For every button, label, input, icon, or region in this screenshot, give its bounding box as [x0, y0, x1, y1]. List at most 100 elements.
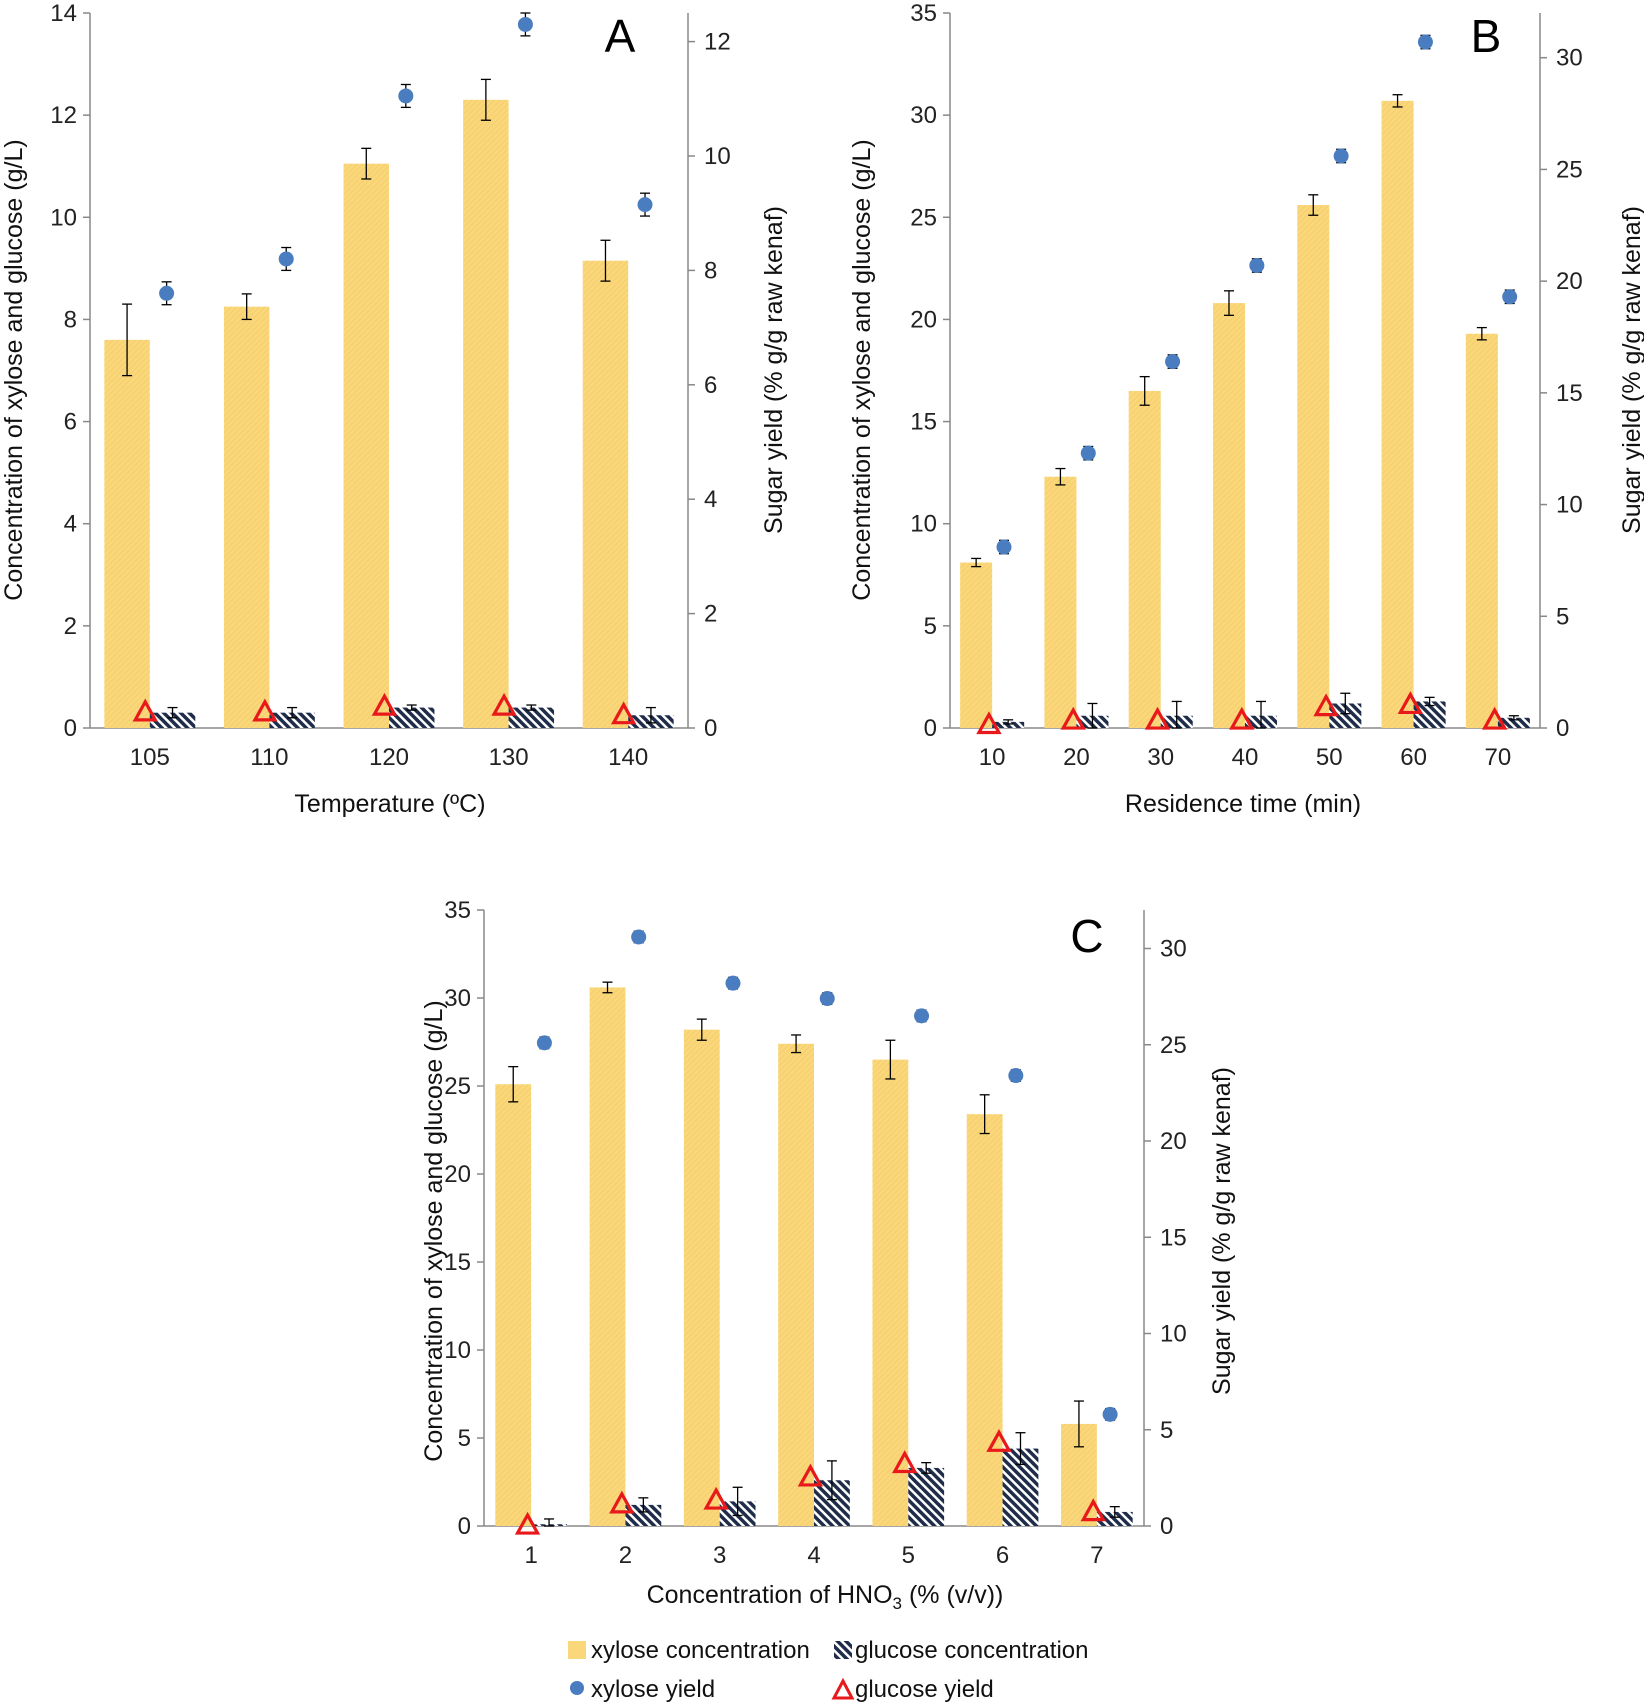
panel-b-xylose-bar [1381, 100, 1414, 729]
legend-xylose-yield-marker [570, 1681, 584, 1695]
panel-b-y-tick-label: 20 [910, 306, 937, 333]
panel-c: C Concentration of HNO3 (% (v/v)) Concen… [420, 897, 1236, 1613]
legend-xylose-concentration-swatch [568, 1641, 586, 1659]
panel-c-x-tick-label: 5 [902, 1542, 915, 1569]
panel-b-y-tick-label: 10 [910, 511, 937, 538]
panel-c-y2-tick-label: 15 [1160, 1224, 1187, 1251]
legend-xylose-yield-label: xylose yield [591, 1676, 715, 1703]
panel-c-glucose-bar-error [826, 1460, 837, 1501]
panel-c-y-tick-label: 5 [458, 1425, 471, 1452]
panel-b-glucose-yield-point [1144, 706, 1171, 730]
panel-c-xylose-bar-error [602, 981, 613, 994]
panel-a-xylose-yield-point [517, 16, 533, 32]
panel-b-xylose-bar-error [971, 557, 982, 568]
panel-b-glucose-bar-error [1171, 700, 1182, 729]
panel-c-y-tick-label: 25 [444, 1073, 471, 1100]
panel-a-xylose-yield-point [398, 88, 414, 104]
panel-c-glucose-bar [625, 1504, 662, 1526]
panel-c-glucose-yield-point [797, 1463, 824, 1487]
panel-c-glucose-yield-point [703, 1486, 729, 1510]
legend-glucose-yield-marker [831, 1677, 855, 1700]
panel-a-y-tick-label: 12 [50, 102, 77, 129]
legend-glucose-concentration-label: glucose concentration [855, 1637, 1088, 1664]
panel-a-glucose-bar-error [406, 704, 417, 711]
panel-b-xylose-yield-point [1249, 257, 1265, 273]
panel-a-x-tick-label: 120 [369, 744, 409, 771]
panel-c-xylose-bar [683, 1029, 720, 1526]
panel-a-glucose-yield-point [252, 698, 278, 722]
panel-b-glucose-bar [1497, 717, 1530, 728]
panel-b-glucose-bar-error [1424, 696, 1435, 707]
panel-a-y2-tick-label: 2 [704, 601, 717, 628]
panel-b-x-tick-label: 70 [1485, 744, 1512, 771]
legend-xylose-concentration-label: xylose concentration [591, 1637, 810, 1664]
panel-b-y2-tick-label: 15 [1556, 380, 1583, 407]
panel-c-glucose-bar-error [1015, 1432, 1026, 1466]
panel-a-glucose-yield-point [610, 701, 637, 725]
panel-b-glucose-yield-point [1481, 706, 1508, 730]
panel-b-xylose-yield-point [1502, 289, 1518, 305]
panel-c-y2-tick-label: 0 [1160, 1513, 1173, 1540]
panel-a-xylose-bar-error [600, 239, 611, 282]
panel-a-y-tick-label: 10 [50, 204, 77, 231]
panel-c-glucose-yield-point [514, 1511, 541, 1535]
panel-a-glucose-bar-error [526, 704, 537, 711]
panel-a-xylose-bar-error [122, 303, 133, 377]
panel-c-xylose-yield-point [725, 975, 741, 991]
panel-a-glucose-bar [269, 712, 315, 728]
panel-a-xylose-bar [343, 163, 389, 729]
panel-c-y2-tick-label: 5 [1160, 1417, 1173, 1444]
panel-b-xylose-yield-point [996, 539, 1012, 555]
panel-c-glucose-bar-error [638, 1497, 649, 1513]
panel-b: B Residence time (min) Concentration of … [848, 0, 1644, 818]
panel-a-y2-tick-label: 10 [704, 143, 731, 170]
panel-c-y-tick-label: 20 [444, 1161, 471, 1188]
panel-c-xylose-bar-error [885, 1039, 896, 1080]
panel-a-letter: A [605, 10, 636, 62]
panel-c-xylose-bar-error [696, 1018, 707, 1041]
panel-b-glucose-yield-point [1397, 691, 1424, 715]
panel-c-y2-tick-label: 25 [1160, 1032, 1187, 1059]
panel-b-xylose-yield-point [1417, 34, 1433, 50]
panel-b-letter: B [1471, 10, 1502, 62]
panel-b-glucose-bar-error [1508, 715, 1519, 721]
panel-c-letter: C [1070, 910, 1103, 962]
panel-a-xylose-bar [582, 260, 629, 728]
panel-b-x-axis-title: Residence time (min) [1125, 790, 1361, 818]
panel-c-glucose-bar-error [732, 1486, 743, 1517]
panel-c-xylose-bar [872, 1059, 909, 1526]
panel-a-glucose-yield-point [491, 692, 517, 716]
panel-b-xylose-yield-point [1165, 354, 1181, 370]
panel-c-xylose-yield-point [536, 1035, 552, 1051]
panel-c-glucose-bar-error [921, 1461, 932, 1474]
panel-c-x-tick-label: 2 [619, 1542, 632, 1569]
panel-c-x-tick-label: 3 [713, 1542, 726, 1569]
panel-c-glucose-bar [1096, 1511, 1133, 1526]
panel-c-y-tick-label: 35 [444, 897, 471, 924]
panel-b-xylose-bar [960, 562, 993, 728]
panel-c-xylose-yield-point [819, 991, 835, 1007]
panel-b-y2-tick-label: 30 [1556, 45, 1583, 72]
panel-c-xylose-bar [589, 987, 626, 1526]
panel-b-glucose-yield-point [1229, 706, 1255, 730]
panel-b-xylose-bar [1212, 303, 1245, 728]
panel-c-xylose-bar-error [979, 1094, 990, 1135]
panel-b-xylose-yield-point [1080, 445, 1096, 461]
legend-glucose-concentration-swatch [834, 1641, 852, 1659]
panel-c-glucose-bar-error [1109, 1505, 1120, 1518]
panel-c-y-tick-label: 15 [444, 1249, 471, 1276]
panel-b-x-tick-label: 40 [1232, 744, 1259, 771]
panel-c-glucose-yield-point [1080, 1498, 1106, 1522]
panel-b-glucose-bar [992, 721, 1025, 728]
panel-b-x-tick-label: 60 [1400, 744, 1427, 771]
panel-c-glucose-bar-error [544, 1518, 555, 1527]
panel-b-y-axis-title: Concentration of xylose and glucose (g/L… [848, 139, 876, 600]
panel-a-glucose-bar-error [645, 706, 656, 724]
panel-a-glucose-bar [508, 707, 555, 728]
panel-b-y-tick-label: 5 [924, 613, 937, 640]
panel-c-x-axis-title: Concentration of HNO3 (% (v/v)) [647, 1581, 1004, 1613]
panel-a-x-tick-label: 130 [489, 744, 529, 771]
panel-c-xylose-bar-error [791, 1034, 802, 1054]
panel-b-glucose-yield-point [1313, 693, 1339, 717]
